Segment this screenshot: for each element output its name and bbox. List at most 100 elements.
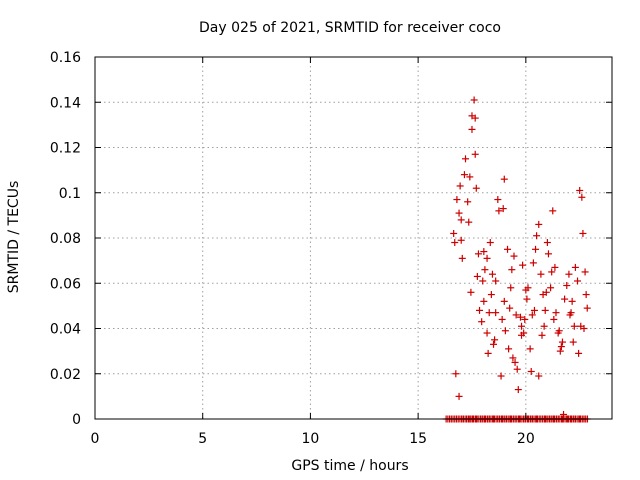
data-point [551,263,559,271]
data-point [480,248,488,256]
data-point [483,329,491,337]
data-point [548,268,556,276]
data-point [455,209,463,217]
data-point [501,327,509,335]
data-point [507,284,515,292]
data-point [460,171,468,179]
data-point [476,306,484,314]
data-point [492,277,500,285]
data-point [556,347,564,355]
x-tick-label: 5 [198,431,207,447]
data-point [565,270,573,278]
y-tick-label: 0.1 [59,186,81,202]
data-point [466,173,474,181]
data-point [451,239,459,247]
data-point [567,309,575,317]
data-point [518,331,526,339]
x-tick-label: 0 [91,431,100,447]
x-tick-label: 10 [302,431,320,447]
y-tick-label: 0.08 [50,231,81,247]
data-point [498,315,506,323]
y-tick-label: 0.16 [50,50,81,66]
data-point [456,182,464,190]
data-point [519,261,527,269]
data-point [500,175,508,183]
data-point [512,311,520,319]
data-point [464,198,472,206]
data-point [486,239,494,247]
x-tick-label: 15 [409,431,427,447]
data-point [484,349,492,357]
data-point [535,372,543,380]
data-point [480,297,488,305]
data-point [583,304,591,312]
data-point [552,309,560,317]
data-point [514,386,522,394]
data-point [577,322,585,330]
data-point [521,315,529,323]
data-point [453,196,461,204]
data-point [457,216,465,224]
data-point [458,254,466,262]
data-point [581,268,589,276]
data-point [468,125,476,133]
chart-title: Day 025 of 2021, SRMTID for receiver coc… [199,20,501,36]
data-point [518,322,526,330]
data-point [509,354,517,362]
data-point [568,297,576,305]
data-point [452,370,460,378]
data-point [523,295,531,303]
data-point [528,311,536,319]
y-tick-label: 0.06 [50,276,81,292]
data-point [467,288,475,296]
y-axis-label: SRMTID / TECUs [6,181,22,294]
data-point [522,286,530,294]
data-point [465,218,473,226]
data-point [574,277,582,285]
data-point [576,186,584,194]
data-point [561,295,569,303]
data-point [539,291,547,299]
data-point [571,263,579,271]
x-tick-label: 20 [517,431,535,447]
x-axis-label: GPS time / hours [291,458,408,474]
y-tick-label: 0 [72,412,81,428]
data-point [541,306,549,314]
data-point [549,207,557,215]
data-point [516,313,524,321]
y-tick-label: 0.12 [50,141,81,157]
data-point [487,291,495,299]
data-point [478,318,486,326]
data-point [537,270,545,278]
data-point [527,367,535,375]
data-point [474,250,482,258]
data-point [543,239,551,247]
y-tick-label: 0.14 [50,95,81,111]
data-point [472,184,480,192]
data-point [470,96,478,104]
data-point [529,259,537,267]
data-point [455,392,463,400]
data-point [547,284,555,292]
data-point [558,338,566,346]
data-point [550,315,558,323]
data-point [555,327,563,335]
data-point [569,338,577,346]
data-point [540,322,548,330]
data-point [485,309,493,317]
data-point [483,254,491,262]
data-point [560,410,568,418]
data-point [457,236,465,244]
y-tick-label: 0.02 [50,367,81,383]
y-tick-label: 0.04 [50,322,81,338]
data-point [473,272,481,280]
data-point [563,282,571,290]
data-point [504,245,512,253]
data-point [497,372,505,380]
data-point [488,270,496,278]
data-point [579,229,587,237]
data-point [491,336,499,344]
data-point [511,358,519,366]
data-point [450,229,458,237]
data-point [526,345,534,353]
